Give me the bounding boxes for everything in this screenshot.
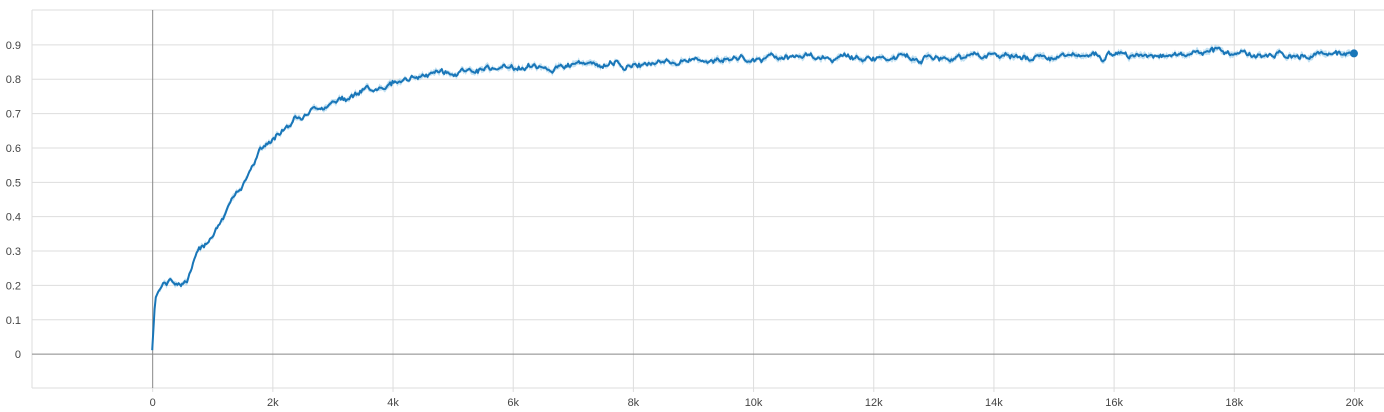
grid-lines xyxy=(31,9,1384,392)
x-tick-label: 2k xyxy=(267,397,279,409)
y-tick-label: 0.3 xyxy=(6,246,21,258)
x-tick-label: 18k xyxy=(1225,397,1243,409)
series-end-point xyxy=(1349,49,1358,58)
y-tick-label: 0.1 xyxy=(6,315,21,327)
y-tick-label: 0.6 xyxy=(6,143,21,155)
y-tick-label: 0 xyxy=(15,349,21,361)
x-tick-label: 16k xyxy=(1105,397,1123,409)
series-line xyxy=(151,46,1358,351)
x-tick-labels: 0 2k 4k 6k 8k 10k 12k 14k 16k 18k 20k xyxy=(150,397,1364,409)
series-smoothed-line xyxy=(151,46,1355,351)
x-tick-label: 0 xyxy=(150,397,156,409)
y-tick-label: 0.8 xyxy=(6,74,21,86)
y-tick-labels: 0 0.1 0.2 0.3 0.4 0.5 0.6 0.7 0.8 0.9 xyxy=(6,40,21,361)
y-tick-label: 0.5 xyxy=(6,177,21,189)
x-tick-label: 12k xyxy=(865,397,883,409)
x-tick-label: 8k xyxy=(628,397,640,409)
x-tick-label: 4k xyxy=(387,397,399,409)
y-tick-label: 0.2 xyxy=(6,280,21,292)
x-tick-label: 6k xyxy=(507,397,519,409)
y-tick-label: 0.7 xyxy=(6,109,21,121)
axes xyxy=(32,10,1384,388)
x-tick-label: 10k xyxy=(745,397,763,409)
y-tick-label: 0.9 xyxy=(6,40,21,52)
x-tick-label: 14k xyxy=(985,397,1003,409)
y-tick-label: 0.4 xyxy=(6,212,21,224)
x-tick-label: 20k xyxy=(1346,397,1364,409)
